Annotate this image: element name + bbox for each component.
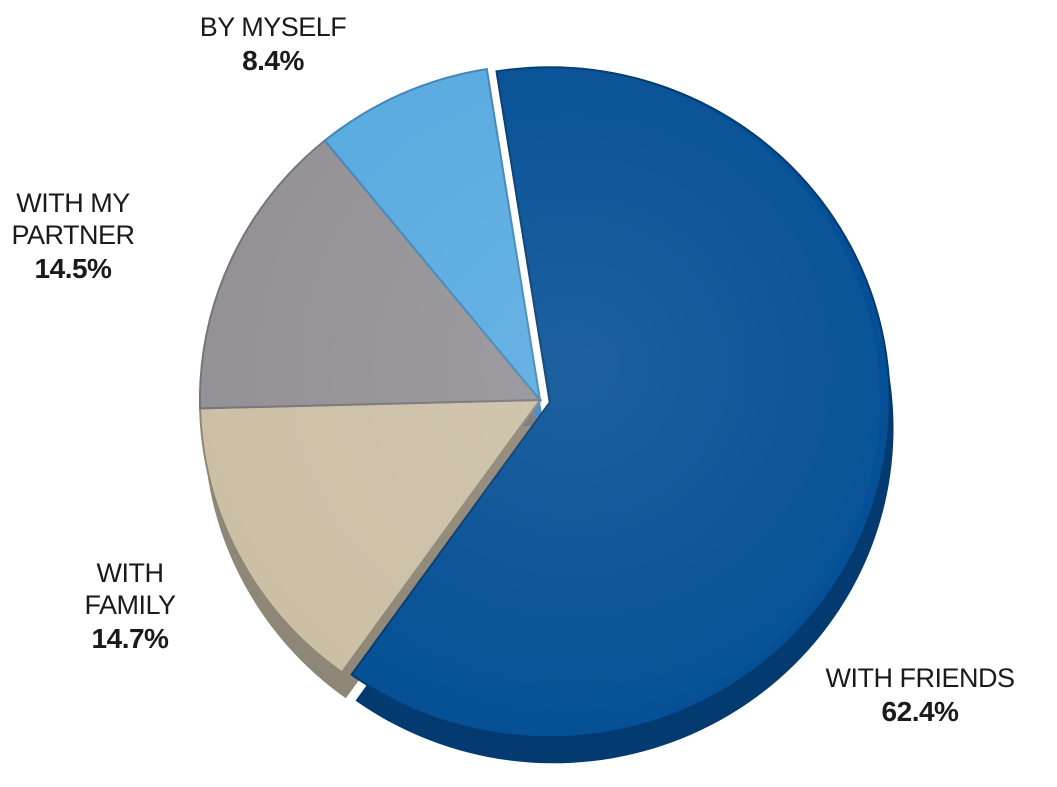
slice-name-with-friends: WITH FRIENDS (825, 663, 1016, 693)
slice-value-with-family: 14.7% (91, 622, 169, 654)
slice-value-with-my-partner: 14.5% (34, 252, 112, 284)
slice-value-with-friends: 62.4% (881, 695, 959, 727)
slice-name-with-my-partner-line1: WITH MY (16, 188, 130, 218)
pie-slice-tops (199, 65, 891, 739)
slice-value-by-myself: 8.4% (242, 44, 304, 76)
slice-label-with-friends: WITH FRIENDS 62.4% (825, 663, 1016, 728)
slice-name-by-myself: BY MYSELF (199, 12, 347, 42)
slice-name-with-family-line2: FAMILY (84, 589, 176, 620)
slice-label-with-my-partner: WITH MY PARTNER 14.5% (11, 188, 135, 285)
slice-name-with-my-partner-line2: PARTNER (11, 219, 135, 250)
slice-name-with-family-line1: WITH (96, 558, 164, 588)
slice-label-with-family: WITH FAMILY 14.7% (84, 558, 176, 655)
slice-label-by-myself: BY MYSELF 8.4% (200, 12, 347, 77)
